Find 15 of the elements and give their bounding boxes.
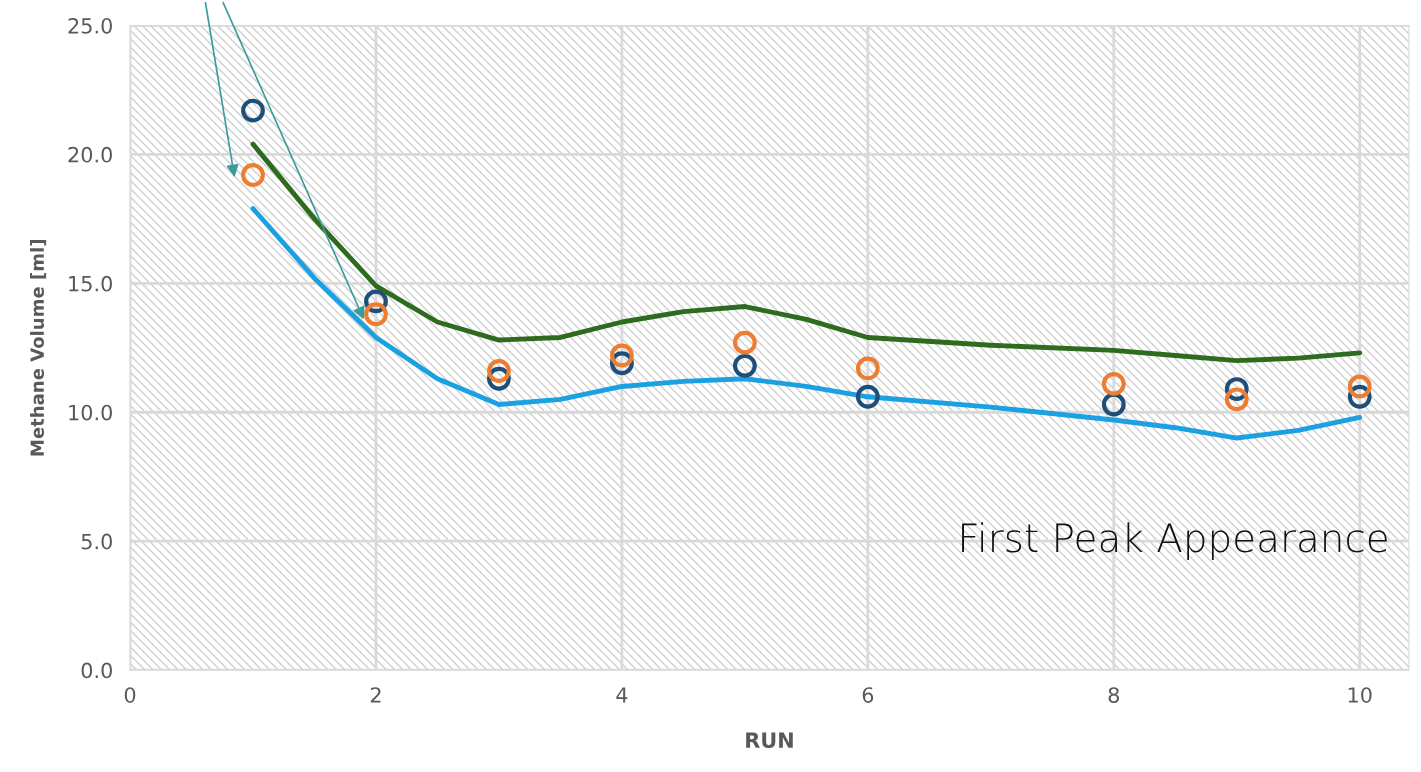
y-tick-label: 10.0 — [69, 404, 112, 421]
y-tick-label: 20.0 — [68, 146, 112, 163]
x-tick-label: 4 — [616, 687, 628, 703]
annotation: First Peak Appearance — [962, 522, 1387, 560]
y-axis-title: Methane Volume [ml] — [30, 240, 47, 456]
x-tick-label: 6 — [862, 687, 874, 703]
y-tick-label: 0.0 — [81, 662, 112, 679]
y-tick-label: 15.0 — [69, 275, 112, 292]
x-tick-label: 10 — [1348, 687, 1372, 703]
y-tick-label: 25.0 — [68, 17, 112, 34]
x-axis-title: RUN — [746, 732, 793, 749]
x-tick-label: 0 — [124, 687, 136, 703]
x-tick-label: 2 — [370, 687, 381, 703]
y-tick-label: 5.0 — [81, 533, 112, 550]
x-tick-label: 8 — [1108, 687, 1119, 703]
